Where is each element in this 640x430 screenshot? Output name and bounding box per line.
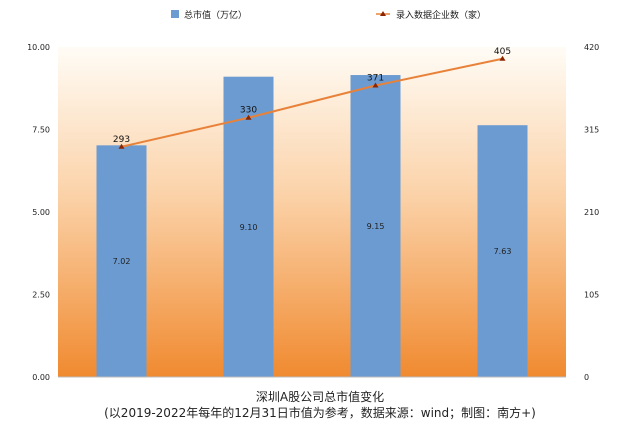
legend-line-marker bbox=[380, 11, 386, 16]
y-left-tick-label: 0.00 bbox=[32, 373, 50, 382]
y-right-tick-label: 0 bbox=[584, 373, 589, 382]
line-point bbox=[118, 143, 125, 149]
line-point bbox=[245, 114, 252, 120]
legend-bar-swatch bbox=[171, 10, 179, 18]
chart-caption-note: (以2019-2022年每年的12月31日市值为参考，数据来源：wind；制图：… bbox=[104, 406, 536, 420]
y-right-tick-label: 210 bbox=[584, 208, 599, 217]
y-left-tick-label: 5.00 bbox=[32, 208, 50, 217]
line-series bbox=[121, 57, 503, 148]
legend-bar-label: 总市值（万亿） bbox=[184, 9, 247, 21]
bar-value-label: 9.10 bbox=[240, 223, 258, 232]
bar-2019 bbox=[96, 145, 147, 377]
bar-value-label: 7.02 bbox=[113, 257, 131, 266]
line-value-label: 330 bbox=[240, 106, 257, 116]
legend-line-label: 录入数据企业数（家） bbox=[396, 9, 486, 21]
line-value-label: 293 bbox=[113, 135, 130, 145]
line-value-label: 405 bbox=[494, 47, 511, 57]
line-point bbox=[499, 55, 506, 61]
y-right-tick-label: 105 bbox=[584, 291, 599, 300]
y-left-tick-label: 7.50 bbox=[32, 126, 50, 135]
line-point bbox=[372, 82, 379, 88]
line-value-label: 371 bbox=[367, 74, 384, 84]
legend: 总市值（万亿） 录入数据企业数（家） bbox=[171, 9, 486, 21]
bar-value-label: 9.15 bbox=[367, 222, 385, 231]
chart-caption-title: 深圳A股公司总市值变化 bbox=[255, 390, 385, 404]
y-right-tick-label: 420 bbox=[584, 43, 599, 52]
bar-2021 bbox=[350, 75, 401, 378]
chart: 7.02 9.10 9.15 7.63 293 330 371 405 0.00 2.50 5.… bbox=[27, 9, 599, 382]
bar-value-label: 7.63 bbox=[494, 247, 512, 256]
y-left-tick-label: 10.00 bbox=[27, 43, 50, 52]
bar-2022 bbox=[477, 125, 528, 378]
y-left-tick-label: 2.50 bbox=[32, 291, 50, 300]
bar-2020 bbox=[223, 76, 274, 377]
y-right-tick-label: 315 bbox=[584, 126, 599, 135]
